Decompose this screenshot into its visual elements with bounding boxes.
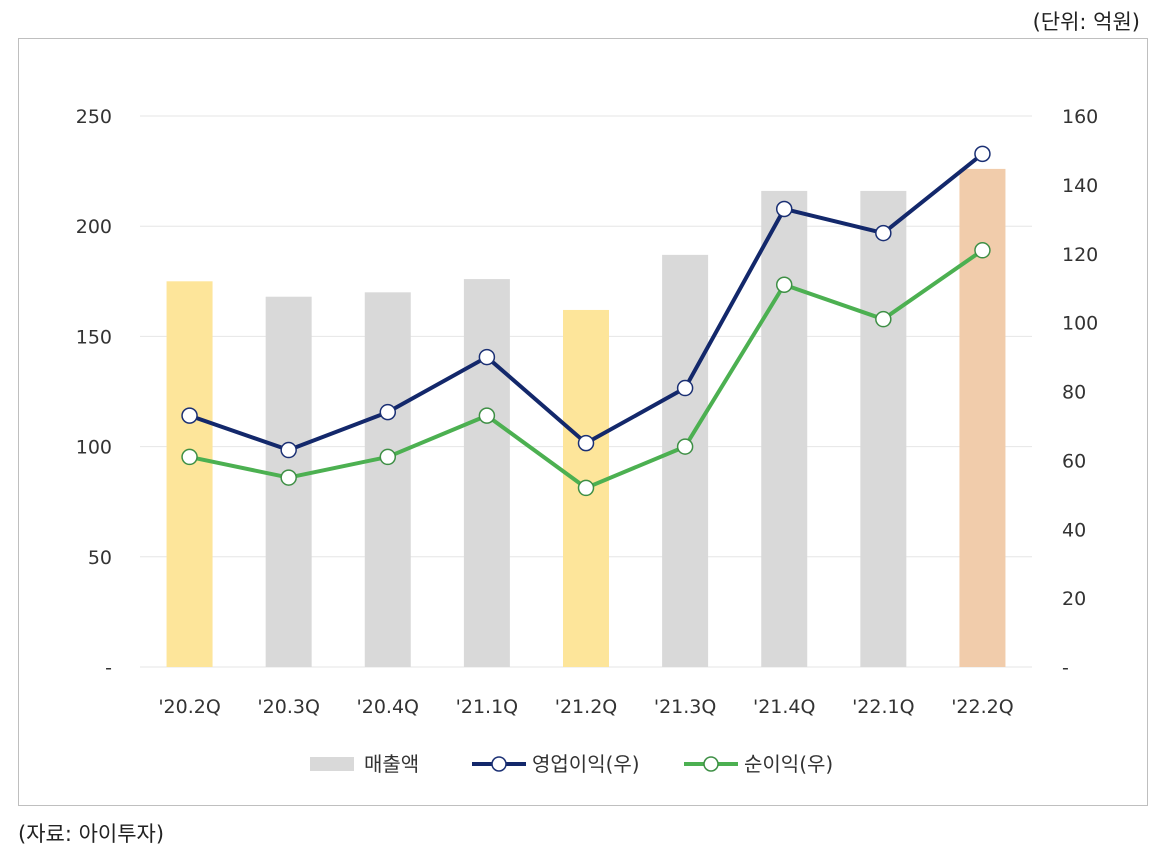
operating-profit-point [478, 348, 496, 366]
x-tick-label: '20.2Q [158, 696, 220, 718]
operating-profit-point [775, 200, 793, 218]
legend-marker-net-profit [703, 756, 719, 772]
y-right-tick-label: 40 [1062, 519, 1086, 541]
y-right-tick-label: 100 [1062, 313, 1098, 335]
x-tick-label: '22.1Q [852, 696, 914, 718]
legend-label-net-profit: 순이익(우) [744, 752, 833, 776]
operating-profit-point [379, 403, 397, 421]
legend-label-operating-profit: 영업이익(우) [532, 752, 640, 776]
bars [166, 168, 1006, 668]
operating-profit-point [974, 145, 991, 163]
operating-profit-point [875, 224, 892, 242]
bar [860, 190, 907, 667]
net-profit-point [676, 438, 694, 455]
bar [761, 190, 808, 667]
net-profit-point [577, 479, 595, 497]
net-profit-point [379, 448, 397, 466]
y-left-tick-label: 200 [76, 216, 112, 238]
x-tick-label: '21.1Q [456, 696, 518, 718]
y-right-tick-label: 60 [1062, 450, 1086, 472]
bar [364, 292, 411, 667]
x-tick-label: '20.4Q [357, 696, 419, 718]
operating-profit-point [577, 434, 595, 452]
net-profit-point [875, 310, 892, 328]
y-right-tick-label: 160 [1062, 106, 1098, 128]
legend-label-sales: 매출액 [364, 752, 419, 776]
x-tick-label: '21.3Q [654, 696, 716, 718]
operating-profit-point [181, 407, 198, 424]
axis-labels: - 50 100 150 200 250 - 20 40 60 80 100 120 140 160 '20.… [76, 106, 1099, 718]
bar [463, 279, 510, 667]
legend: 매출액 영업이익(우) 순이익(우) [310, 752, 833, 776]
y-right-tick-label: 120 [1062, 244, 1098, 266]
x-tick-label: '20.3Q [257, 696, 319, 718]
chart-frame [18, 38, 1148, 806]
y-right-tick-label: 80 [1062, 382, 1086, 404]
bar [662, 254, 709, 668]
net-profit-point [478, 407, 496, 424]
y-right-tick-label: - [1062, 657, 1069, 679]
x-tick-label: '21.2Q [555, 696, 617, 718]
net-profit-point [280, 469, 297, 486]
y-left-tick-label: 50 [88, 547, 112, 569]
y-left-tick-label: 150 [76, 326, 112, 348]
operating-profit-point [280, 441, 297, 459]
y-right-tick-label: 140 [1062, 175, 1098, 197]
source-label: (자료: 아이투자) [18, 822, 165, 846]
net-profit-point [181, 448, 198, 466]
bar [166, 281, 213, 667]
unit-label: (단위: 억원) [1032, 10, 1140, 34]
y-left-tick-label: 100 [76, 437, 112, 459]
y-left-tick-label: - [105, 657, 112, 679]
operating-profit-point [676, 379, 694, 397]
net-profit-point [974, 242, 991, 259]
legend-marker-operating-profit [491, 756, 507, 772]
x-tick-label: '21.4Q [753, 696, 815, 718]
y-right-tick-label: 20 [1062, 588, 1086, 610]
y-left-tick-label: 250 [76, 106, 112, 128]
x-tick-label: '22.2Q [951, 696, 1013, 718]
legend-swatch-sales [310, 757, 354, 771]
lines [181, 145, 991, 497]
net-profit-point [775, 276, 793, 293]
